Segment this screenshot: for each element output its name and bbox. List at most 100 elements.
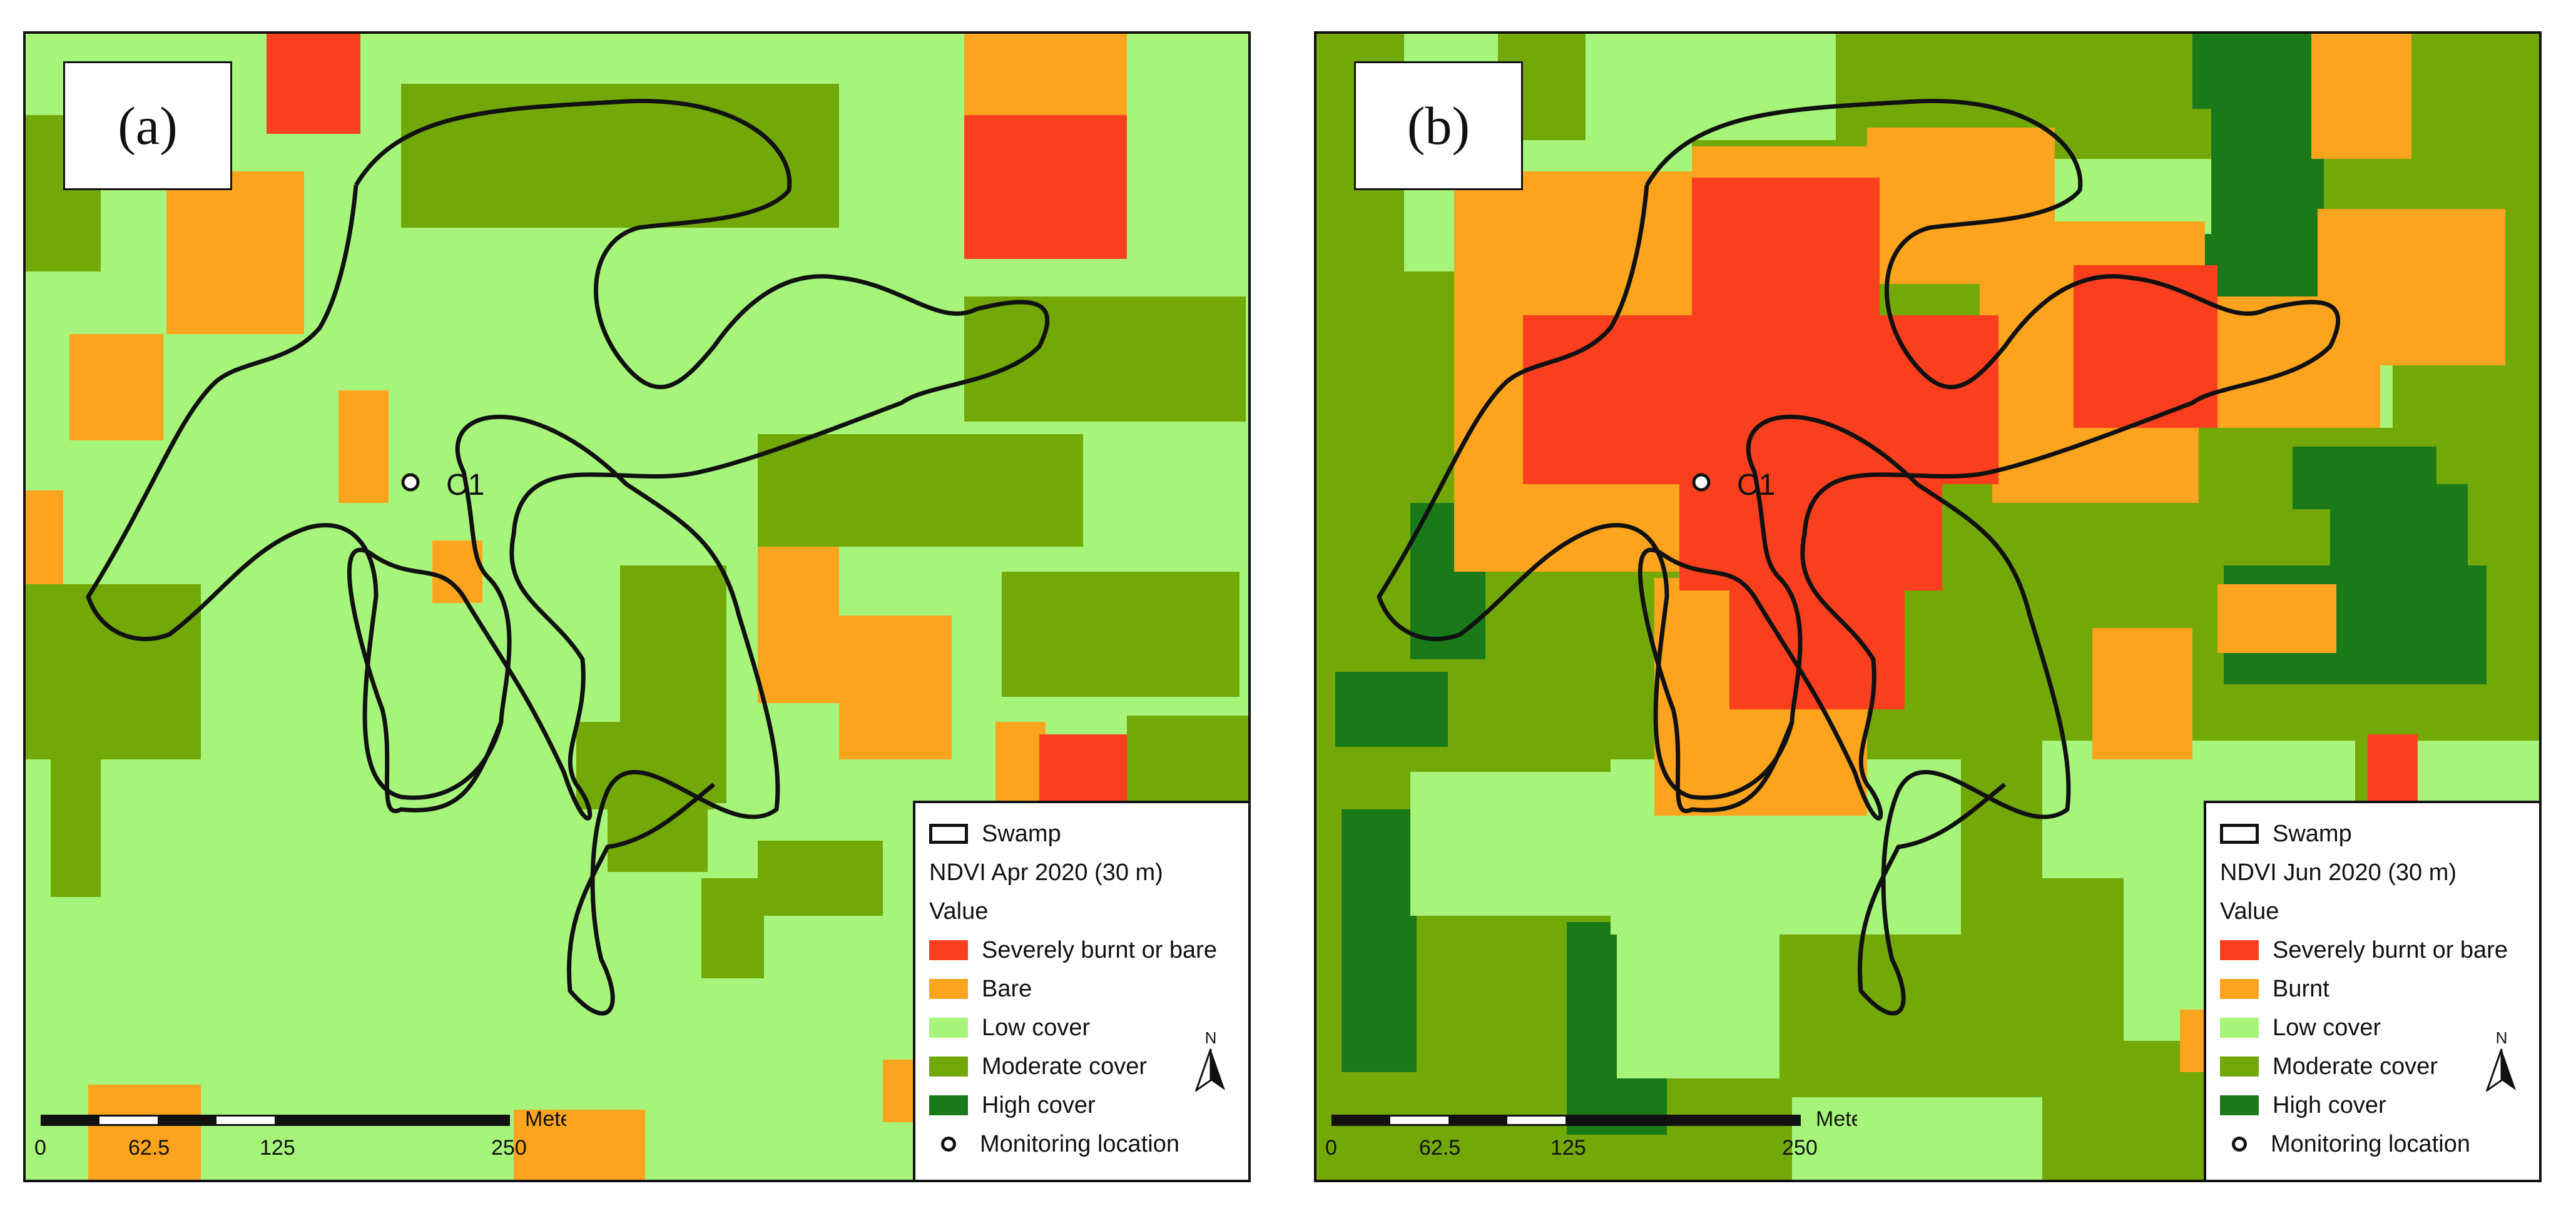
raster-cell <box>1523 315 1998 484</box>
scale-bar: Meters 0 62.5 125 250 <box>34 1106 590 1175</box>
legend-label: NDVI Jun 2020 (30 m) <box>2220 859 2457 886</box>
north-arrow-icon: N <box>2483 1028 2520 1096</box>
legend-class: Severely burnt or bare <box>2220 931 2539 970</box>
raster-cell <box>1002 572 1240 697</box>
panel-label: (b) <box>1354 61 1523 190</box>
legend-value-heading: Value <box>929 892 1248 931</box>
monitoring-marker-icon <box>2232 1137 2247 1152</box>
legend-label: Low cover <box>2273 1014 2381 1041</box>
scale-tick: 0 <box>1325 1136 1337 1160</box>
raster-cell <box>2211 109 2324 234</box>
scale-tick: 0 <box>34 1136 46 1160</box>
raster-cell <box>608 797 708 872</box>
raster-cell <box>1792 1097 2042 1180</box>
legend-class: High cover <box>2220 1086 2539 1125</box>
map-panel-b: C1 (b) Meters 0 62.5 125 250 Swamp NDVI … <box>1314 31 2542 1182</box>
legend-class: Low cover <box>2220 1008 2539 1047</box>
class-swatch <box>2220 979 2259 999</box>
legend-label: Bare <box>982 975 1032 1002</box>
scale-tick: 125 <box>260 1136 295 1160</box>
class-swatch <box>929 979 968 999</box>
legend-layer-title: NDVI Apr 2020 (30 m) <box>929 853 1248 892</box>
map-legend: Swamp NDVI Jun 2020 (30 m) Value Severel… <box>2204 801 2539 1180</box>
raster-cell <box>2092 628 2192 759</box>
ndvi-raster-b <box>1316 34 2539 1180</box>
raster-cell <box>2318 209 2505 365</box>
raster-cell <box>51 759 101 897</box>
class-swatch <box>929 1057 968 1077</box>
legend-class: High cover <box>929 1086 1248 1125</box>
raster-cell <box>1335 672 1448 747</box>
monitoring-marker-icon <box>941 1137 956 1152</box>
raster-cell <box>1586 34 1836 140</box>
scale-units: Meters <box>525 1107 566 1131</box>
scale-tick: 62.5 <box>1419 1136 1460 1160</box>
legend-marker: Monitoring location <box>929 1125 1248 1163</box>
class-swatch <box>2220 1018 2259 1038</box>
site-label-c1: C1 <box>446 469 485 502</box>
north-arrow-icon: N <box>1192 1028 1229 1096</box>
legend-label: High cover <box>982 1092 1096 1118</box>
raster-cell <box>1341 809 1417 1072</box>
raster-cell <box>701 878 764 978</box>
raster-cell <box>401 84 839 228</box>
legend-label: Swamp <box>982 820 1061 847</box>
legend-label: Swamp <box>2273 820 2352 847</box>
class-swatch <box>929 940 968 960</box>
raster-cell <box>1410 772 1636 916</box>
legend-class: Moderate cover <box>929 1047 1248 1086</box>
raster-cell <box>339 390 389 503</box>
swamp-boundary-outer <box>1377 185 1795 800</box>
legend-class: Bare <box>929 970 1248 1008</box>
site-label-c1: C1 <box>1737 469 1776 502</box>
class-swatch <box>929 1018 968 1038</box>
legend-label: Severely burnt or bare <box>2273 936 2508 963</box>
legend-class: Low cover <box>929 1008 1248 1047</box>
legend-label: NDVI Apr 2020 (30 m) <box>929 859 1163 886</box>
raster-cell <box>758 434 1083 547</box>
panel-label: (a) <box>63 61 232 190</box>
monitoring-location-marker[interactable] <box>401 473 420 492</box>
legend-class: Moderate cover <box>2220 1047 2539 1086</box>
map-legend: Swamp NDVI Apr 2020 (30 m) Value Severel… <box>913 801 1248 1180</box>
swamp-boundary <box>1637 98 2340 1016</box>
monitoring-location-marker[interactable] <box>1692 473 1711 492</box>
legend-class: Severely burnt or bare <box>929 931 1248 970</box>
legend-label: Value <box>929 898 989 925</box>
raster-cell <box>26 584 201 759</box>
raster-cell <box>758 841 883 916</box>
class-swatch <box>929 1095 968 1115</box>
legend-label: Low cover <box>982 1014 1091 1041</box>
legend-label: High cover <box>2273 1092 2386 1118</box>
raster-cell <box>514 1110 645 1180</box>
legend-label: Burnt <box>2273 975 2329 1002</box>
class-swatch <box>2220 1095 2259 1115</box>
scale-tick: 62.5 <box>128 1136 170 1160</box>
legend-swamp: Swamp <box>2220 814 2539 853</box>
north-label: N <box>1204 1028 1217 1047</box>
raster-cell <box>964 115 1127 259</box>
scale-tick: 250 <box>1782 1136 1818 1160</box>
raster-cell <box>88 1085 201 1180</box>
north-label: N <box>2495 1028 2508 1047</box>
swamp-swatch <box>2220 824 2259 844</box>
raster-cell <box>839 616 952 759</box>
map-panel-a: C1 (a) Meters 0 62.5 125 250 Swamp NDVI … <box>23 31 1251 1182</box>
legend-swamp: Swamp <box>929 814 1248 853</box>
raster-cell <box>166 171 304 334</box>
ndvi-raster-a <box>26 34 1248 1180</box>
legend-label: Monitoring location <box>2271 1130 2470 1157</box>
legend-value-heading: Value <box>2220 892 2539 931</box>
scale-units: Meters <box>1816 1107 1857 1131</box>
scale-bar: Meters 0 62.5 125 250 <box>1325 1106 1881 1175</box>
class-swatch <box>2220 1057 2259 1077</box>
raster-cell <box>1617 935 1779 1078</box>
raster-cell <box>267 34 360 134</box>
legend-label: Value <box>2220 898 2279 925</box>
raster-cell <box>2311 34 2411 159</box>
legend-label: Moderate cover <box>982 1053 1148 1080</box>
legend-label: Monitoring location <box>980 1130 1179 1157</box>
raster-cell <box>964 296 1246 422</box>
raster-cell <box>1679 465 1942 590</box>
class-swatch <box>2220 940 2259 960</box>
